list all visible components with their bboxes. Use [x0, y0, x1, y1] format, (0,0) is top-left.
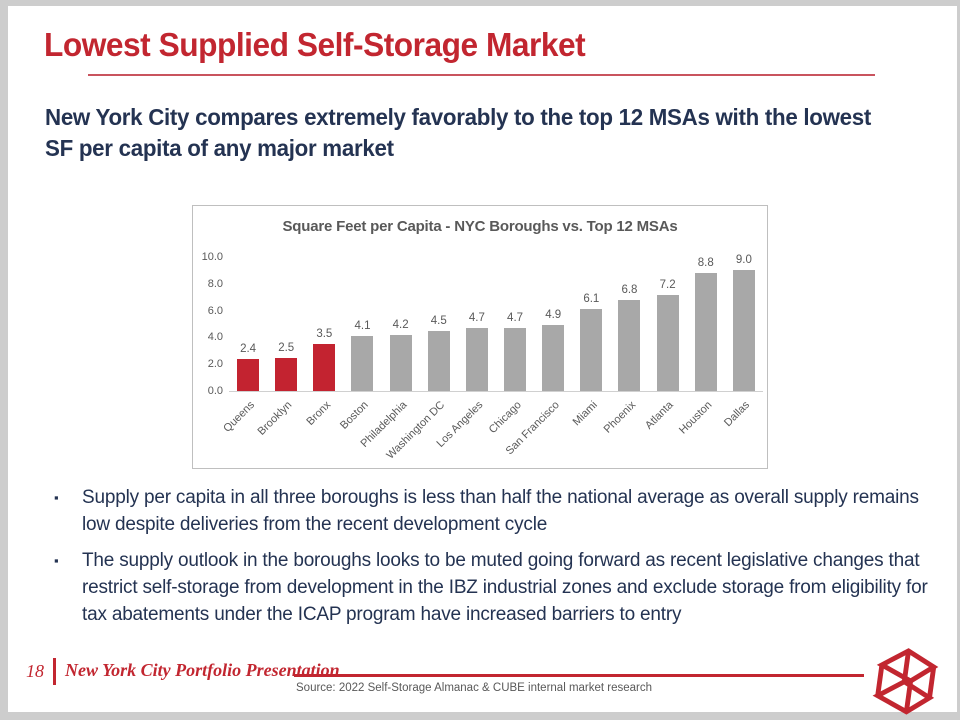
- y-tick-label: 6.0: [207, 304, 223, 317]
- bar-slot: 8.8 Houston: [677, 257, 725, 436]
- x-tick-label: Atlanta: [643, 399, 677, 432]
- bar-san-francisco: [542, 325, 565, 391]
- bar-bronx: [313, 344, 336, 391]
- bar-queens: [237, 358, 260, 391]
- bar-slot: 2.5 Brooklyn: [256, 257, 305, 438]
- bar-chicago: [504, 328, 527, 391]
- bar-dallas: [732, 270, 755, 391]
- bar-value-label: 8.8: [697, 257, 714, 270]
- bar-los-angeles: [465, 328, 488, 391]
- bar-phoenix: [618, 299, 641, 391]
- bar-value-label: 4.7: [507, 312, 524, 325]
- x-tick-label: Boston: [338, 399, 371, 432]
- bar-slot: 4.2 Philadelphia: [358, 257, 420, 450]
- bar-slot: 4.1 Boston: [338, 257, 381, 432]
- slide: Lowest Supplied Self-Storage Market New …: [8, 6, 957, 715]
- bullet-item: ▪ The supply outlook in the boroughs loo…: [46, 547, 928, 628]
- x-tick-label: Phoenix: [601, 399, 638, 436]
- y-tick-label: 2.0: [207, 358, 223, 371]
- bar-slot: 4.9 San Francisco: [503, 257, 572, 457]
- bar-value-label: 4.2: [392, 318, 409, 331]
- bar-value-label: 2.5: [278, 341, 295, 354]
- x-tick-label: Brooklyn: [255, 399, 295, 438]
- source-note: Source: 2022 Self-Storage Almanac & CUBE…: [296, 682, 653, 694]
- x-tick-label: Dallas: [722, 399, 753, 430]
- bar-slot: 4.7 Los Angeles: [435, 257, 496, 450]
- cubesmart-cube-logo-icon: [872, 648, 939, 715]
- y-tick-label: 4.0: [207, 331, 223, 344]
- y-tick-label: 8.0: [207, 277, 223, 290]
- page-title: Lowest Supplied Self-Storage Market: [44, 26, 586, 63]
- x-tick-label: Queens: [220, 399, 257, 435]
- bar-value-label: 4.7: [468, 312, 485, 325]
- bar-slot: 9.0 Dallas: [722, 254, 763, 429]
- bar-value-label: 7.2: [659, 278, 676, 291]
- bullet-list: ▪ Supply per capita in all three borough…: [46, 484, 928, 637]
- x-tick-label: Miami: [570, 399, 600, 429]
- bar-slot: 6.8 Phoenix: [601, 257, 648, 436]
- bar-slot: 7.2 Atlanta: [643, 257, 687, 432]
- bullet-item: ▪ Supply per capita in all three borough…: [46, 484, 928, 538]
- bar-boston: [351, 336, 374, 391]
- footer-divider-bar: [53, 658, 56, 685]
- bar-value-label: 4.9: [545, 309, 562, 322]
- y-tick-label: 0.0: [207, 385, 223, 397]
- bar-atlanta: [656, 294, 679, 391]
- bullet-square-icon: ▪: [54, 553, 59, 568]
- chart-title: Square Feet per Capita - NYC Boroughs vs…: [282, 218, 678, 235]
- bar-philadelphia: [389, 334, 412, 391]
- bullet-square-icon: ▪: [54, 490, 59, 505]
- bar-houston: [694, 273, 717, 391]
- bullet-text: The supply outlook in the boroughs looks…: [82, 550, 928, 625]
- bar-value-label: 6.8: [621, 283, 638, 296]
- bar-slot: 4.5 Washington DC: [385, 257, 458, 462]
- footer-rule: [294, 674, 864, 677]
- bar-value-label: 4.1: [354, 320, 371, 333]
- bar-value-label: 3.5: [316, 328, 333, 341]
- bar-slot: 2.4 Queens: [221, 257, 267, 435]
- x-tick-label: Houston: [676, 399, 715, 437]
- y-tick-label: 10.0: [201, 251, 223, 263]
- bar-slot: 4.7 Chicago: [487, 257, 534, 436]
- bar-slot: 3.5 Bronx: [304, 257, 343, 428]
- page-number: 18: [26, 661, 44, 681]
- bar-value-label: 6.1: [583, 293, 600, 306]
- bar-value-label: 9.0: [735, 254, 752, 267]
- title-underline: [88, 74, 875, 76]
- x-tick-label: Bronx: [304, 399, 333, 428]
- chart-plot-area: 2.4 Queens 2.5 Brooklyn 3.5 Bronx 4.1 Boston 4.2…: [221, 254, 763, 462]
- bar-chart: Square Feet per Capita - NYC Boroughs vs…: [192, 205, 768, 469]
- bar-miami: [580, 309, 603, 391]
- bar-value-label: 2.4: [240, 342, 257, 355]
- bar-washington-dc: [427, 330, 450, 391]
- bullet-text: Supply per capita in all three boroughs …: [82, 487, 919, 535]
- chart-y-axis: 10.0 8.0 6.0 4.0 2.0 0.0: [195, 251, 223, 397]
- bar-value-label: 4.5: [430, 314, 447, 327]
- footer-brand-text: New York City Portfolio Presentation: [65, 660, 340, 680]
- x-tick-label: Chicago: [486, 399, 524, 437]
- bar-slot: 6.1 Miami: [571, 257, 610, 428]
- slide-subtitle: New York City compares extremely favorab…: [45, 104, 872, 161]
- bar-brooklyn: [275, 357, 298, 391]
